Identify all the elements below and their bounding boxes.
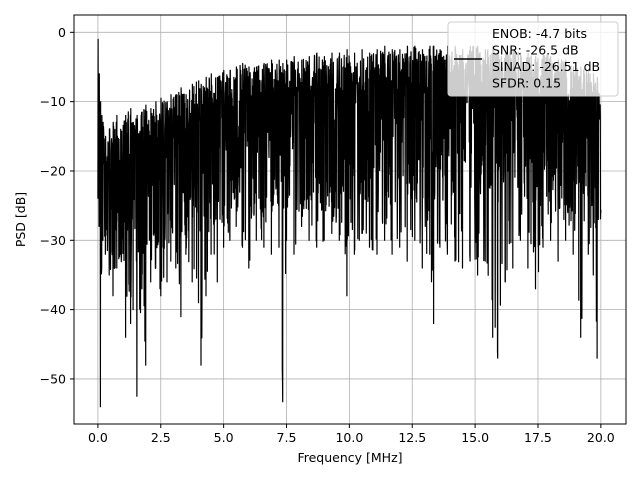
y-axis-ticks: 0 −10 −20 −30 −40 −50: [40, 25, 74, 386]
psd-series-line: [97, 38, 602, 408]
x-tick-label: 2.5: [151, 430, 171, 445]
legend-entry-snr: SNR: -26.5 dB: [492, 43, 579, 58]
x-tick-label: 7.5: [277, 430, 297, 445]
series-group: [97, 38, 602, 408]
x-tick-label: 15.0: [461, 430, 489, 445]
x-axis-label: Frequency [MHz]: [297, 450, 402, 465]
y-tick-label: −30: [40, 233, 66, 248]
axes-frame: [73, 14, 627, 425]
x-tick-label: 0.0: [88, 430, 108, 445]
x-tick-label: 5.0: [214, 430, 234, 445]
legend-box: [447, 21, 619, 97]
y-tick-label: 0: [58, 25, 66, 40]
y-tick-label: −40: [40, 302, 66, 317]
y-axis-label: PSD [dB]: [13, 192, 28, 247]
legend-entry-sfdr: SFDR: 0.15: [492, 76, 561, 91]
legend-entry-enob: ENOB: -4.7 bits: [492, 26, 587, 41]
x-tick-label: 17.5: [524, 430, 552, 445]
x-tick-label: 10.0: [335, 430, 363, 445]
x-tick-label: 20.0: [587, 430, 615, 445]
y-tick-label: −20: [40, 163, 66, 178]
legend-entry-sinad: SINAD: -26.51 dB: [492, 59, 600, 74]
x-tick-label: 12.5: [398, 430, 426, 445]
legend: ENOB: -4.7 bits SNR: -26.5 dB SINAD: -26…: [447, 21, 619, 97]
y-tick-label: −10: [40, 94, 66, 109]
x-axis-ticks: 0.0 2.5 5.0 7.5 10.0 12.5 15.0 17.5 20.0: [88, 424, 615, 445]
y-tick-label: −50: [40, 371, 66, 386]
